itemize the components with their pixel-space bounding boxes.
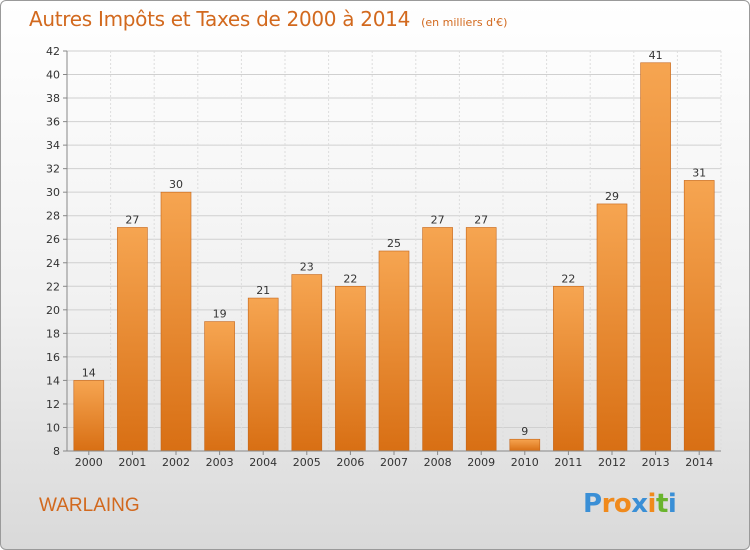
bar (160, 191, 192, 452)
bar-value-label: 9 (521, 425, 528, 438)
y-tick-label: 14 (46, 374, 60, 387)
bar-value-label: 41 (649, 49, 663, 62)
y-tick-label: 18 (46, 327, 60, 340)
y-tick-label: 16 (46, 351, 60, 364)
bar (596, 203, 628, 452)
x-tick-label: 2013 (642, 456, 670, 469)
bar-value-label: 30 (169, 178, 183, 191)
x-tick-label: 2001 (118, 456, 146, 469)
x-tick-label: 2012 (598, 456, 626, 469)
y-tick-label: 30 (46, 186, 60, 199)
x-tick-label: 2006 (336, 456, 364, 469)
bar (422, 227, 453, 452)
logo-letter: x (631, 489, 648, 519)
y-tick-label: 24 (46, 257, 60, 270)
x-tick-label: 2007 (380, 456, 408, 469)
bar-value-label: 22 (343, 272, 357, 285)
x-tick-label: 2010 (511, 456, 539, 469)
logo-letter: r (601, 489, 615, 519)
y-tick-label: 8 (53, 445, 60, 458)
logo-letter: o (613, 489, 632, 519)
x-tick-label: 2004 (249, 456, 277, 469)
x-tick-label: 2002 (162, 456, 190, 469)
x-tick-label: 2011 (554, 456, 582, 469)
y-tick-label: 42 (46, 45, 60, 58)
y-tick-label: 22 (46, 280, 60, 293)
bar (291, 274, 323, 452)
bar (683, 180, 715, 452)
logo-letter: i (667, 489, 677, 519)
bar-value-label: 27 (431, 213, 445, 226)
logo-letter: t (655, 489, 668, 519)
bar-value-label: 23 (300, 261, 314, 274)
bar (378, 250, 410, 452)
bar-value-label: 21 (256, 284, 270, 297)
y-tick-label: 40 (46, 69, 60, 82)
bar (117, 227, 148, 452)
x-tick-label: 2003 (206, 456, 234, 469)
x-tick-label: 2005 (293, 456, 321, 469)
bar-value-label: 14 (82, 366, 96, 379)
y-tick-label: 34 (46, 139, 60, 152)
y-tick-label: 36 (46, 116, 60, 129)
bar-value-label: 27 (125, 213, 139, 226)
y-tick-label: 28 (46, 210, 60, 223)
x-tick-label: 2014 (685, 456, 713, 469)
chart-subtitle: (en milliers d'€) (421, 16, 508, 29)
bar (247, 297, 279, 452)
bar-value-label: 19 (213, 308, 227, 321)
y-tick-label: 10 (46, 421, 60, 434)
bar-value-label: 22 (561, 272, 575, 285)
bar (640, 62, 671, 452)
y-tick-label: 20 (46, 304, 60, 317)
bar (553, 285, 584, 452)
y-tick-label: 12 (46, 398, 60, 411)
x-tick-label: 2009 (467, 456, 495, 469)
bar (335, 285, 366, 452)
chart-title: Autres Impôts et Taxes de 2000 à 2014 (29, 7, 410, 31)
bar (73, 380, 105, 452)
chart-title-row: Autres Impôts et Taxes de 2000 à 2014 (e… (29, 7, 507, 31)
logo-letter: i (647, 489, 657, 519)
bar (204, 321, 235, 452)
logo-letter: P (583, 489, 602, 519)
bar-value-label: 31 (692, 166, 706, 179)
y-tick-label: 38 (46, 92, 60, 105)
bar-value-label: 29 (605, 190, 619, 203)
bar (509, 438, 541, 452)
x-tick-label: 2008 (424, 456, 452, 469)
bar-value-label: 25 (387, 237, 401, 250)
y-tick-label: 26 (46, 233, 60, 246)
bar (465, 227, 497, 452)
y-tick-label: 32 (46, 163, 60, 176)
location-name: WARLAING (39, 495, 140, 516)
proxiti-logo: Proxiti (583, 489, 677, 519)
bar-value-label: 27 (474, 213, 488, 226)
x-tick-label: 2000 (75, 456, 103, 469)
